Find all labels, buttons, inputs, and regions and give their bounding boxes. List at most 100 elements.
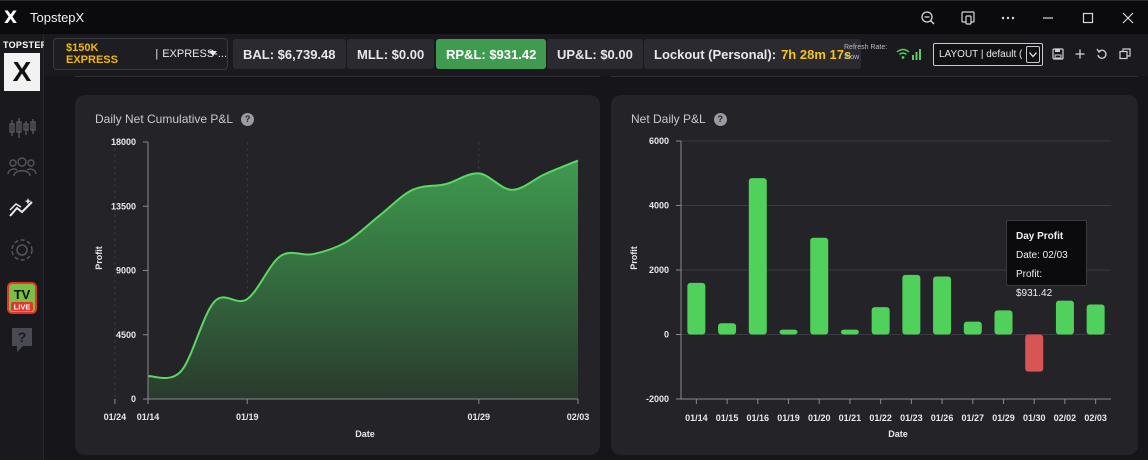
add-layout-button[interactable] [1072,46,1088,62]
candlestick-icon [9,118,36,138]
refresh-rate-label: Refresh Rate: [844,44,888,51]
users-icon [7,157,37,177]
x-tick-label: 01/16 [747,413,770,423]
y-tick-label: 9000 [116,266,136,276]
sidebar-item-tv-live[interactable]: TV LIVE [6,282,38,314]
x-tick-label: 01/29 [468,412,491,422]
x-axis-label: Date [888,429,908,439]
x-tick-label: 01/29 [992,413,1015,423]
brand-name: TOPSTEP [3,40,47,50]
title-bar: X TopstepX [0,0,1148,34]
toolbar: $150K EXPRESS | EXPRESS-... BAL: $6,739.… [44,34,1148,76]
bar [840,329,859,335]
chevron-down-icon [209,51,217,56]
bar [687,282,706,335]
x-tick-label: 01/15 [716,413,739,423]
sidebar-item-analytics[interactable] [6,192,38,224]
sidebar: TOPSTEP X [0,34,47,460]
window-controls [908,1,1148,35]
maximize-button[interactable] [1068,1,1108,35]
x-tick-label: 01/21 [839,413,862,423]
x-tick-label: 01/26 [931,413,954,423]
sidebar-item-chart[interactable] [6,112,38,144]
minimize-icon [1043,17,1053,19]
daily-pnl-chart: -2000 0 2000 4000 6000 01/14 01/15 01/16 01/19 01… [629,136,1111,439]
x-tick-label: 01/14 [137,412,160,422]
zoom-out-icon [921,11,935,25]
live-label: LIVE [14,303,31,312]
help-icon[interactable]: ? [713,112,727,126]
x-tick-label: 01/27 [962,413,985,423]
y-tick-label: -2000 [646,394,669,404]
popout-layout-button[interactable] [1117,46,1133,62]
x-tick-label: 01/22 [869,413,892,423]
close-icon [1122,12,1134,24]
wifi-signal-icon [896,48,921,60]
layout-select[interactable]: LAYOUT | default ( [933,43,1043,66]
lockout-timer: 7h 28m 17s [781,46,852,62]
bar [1086,304,1105,335]
mll-badge: MLL: $0.00 [347,39,435,69]
x-tick-label: 01/14 [685,413,708,423]
sidebar-item-help[interactable]: ? [6,324,38,356]
zoom-button[interactable] [908,1,948,35]
help-icon: ? [12,328,32,352]
cast-button[interactable] [948,1,988,35]
bar [994,310,1013,335]
analytics-icon [9,198,33,217]
more-icon [1001,16,1015,20]
y-tick-label: 2000 [649,265,669,275]
cast-icon [961,11,975,25]
settings-icon [11,239,33,261]
help-label: ? [18,329,27,345]
y-tick-label: 18000 [111,137,136,147]
chevron-down-icon [1029,51,1037,57]
more-button[interactable] [988,1,1028,35]
y-tick-label: 4000 [649,201,669,211]
close-button[interactable] [1108,1,1148,35]
brand-letter: X [4,53,40,91]
save-layout-button[interactable] [1050,46,1066,62]
app-title: TopstepX [30,10,85,25]
bar [810,237,829,335]
balance-value: BAL: $6,739.48 [243,46,336,62]
cumulative-area [148,160,578,399]
bar [902,274,921,335]
y-tick-label: 4500 [116,330,136,340]
y-axis-label: Profit [94,246,104,270]
help-icon[interactable]: ? [241,112,255,126]
connection-status [896,46,922,62]
daily-title: Net Daily P&L [631,112,706,126]
bar [871,307,890,335]
save-icon [1052,48,1064,60]
x-tick-label: 02/02 [1054,413,1077,423]
x-tick-label: 02/03 [567,412,590,422]
upl-badge: UP&L: $0.00 [547,39,643,69]
x-tick-label: 01/19 [236,412,259,422]
reset-layout-button[interactable] [1094,46,1110,62]
x-tick-label: 01/30 [1023,413,1046,423]
y-tick-label: 0 [131,394,136,404]
y-tick-label: 0 [664,330,669,340]
y-axis-label: Profit [629,246,639,270]
lockout-label: Lockout (Personal): [654,46,777,62]
x-axis-label: Date [355,429,375,439]
sidebar-item-users[interactable] [6,150,38,182]
panel-divider-right [611,76,1138,77]
bar [748,178,767,335]
panel-title-daily: Net Daily P&L ? [631,112,727,126]
sidebar-item-settings[interactable] [6,234,38,266]
x-tick-label: 01/24 [104,412,127,422]
brand-logo: TOPSTEP X [3,40,47,100]
lockout-badge: Lockout (Personal): 7h 28m 17s [644,39,862,69]
bar [718,323,737,335]
minimize-button[interactable] [1028,1,1068,35]
mll-value: MLL: $0.00 [357,46,425,62]
bar [779,329,798,335]
account-selector[interactable]: $150K EXPRESS | EXPRESS-... [53,38,228,70]
layout-value: LAYOUT | default ( [939,49,1023,60]
undo-icon [1096,48,1107,59]
tv-label: TV [14,287,31,302]
y-tick-label: 13500 [111,201,136,211]
bar [963,321,982,335]
